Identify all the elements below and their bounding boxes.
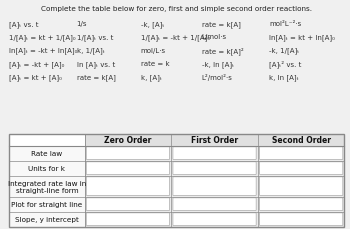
FancyBboxPatch shape bbox=[260, 177, 343, 196]
Bar bbox=[9, 197, 85, 212]
Text: Rate law: Rate law bbox=[31, 150, 62, 156]
Bar bbox=[258, 197, 344, 212]
Bar bbox=[85, 212, 171, 227]
Bar bbox=[171, 212, 258, 227]
Text: rate = k: rate = k bbox=[141, 61, 169, 67]
Bar bbox=[9, 134, 344, 227]
Bar bbox=[9, 134, 344, 227]
Bar bbox=[9, 176, 85, 197]
Text: mol²L⁻²·s: mol²L⁻²·s bbox=[269, 21, 301, 27]
Text: Zero Order: Zero Order bbox=[104, 136, 152, 144]
Text: L²/mol²·s: L²/mol²·s bbox=[202, 74, 232, 81]
Bar bbox=[171, 161, 258, 176]
FancyBboxPatch shape bbox=[260, 147, 343, 160]
FancyBboxPatch shape bbox=[260, 162, 343, 175]
FancyBboxPatch shape bbox=[86, 162, 169, 175]
Text: Complete the table below for zero, first and simple second order reactions.: Complete the table below for zero, first… bbox=[41, 6, 312, 12]
Text: ln[A]ₜ = -kt + ln[A]₀: ln[A]ₜ = -kt + ln[A]₀ bbox=[9, 47, 78, 54]
Bar bbox=[171, 146, 258, 161]
Text: -k, 1/[A]ₜ: -k, 1/[A]ₜ bbox=[269, 47, 300, 54]
Bar bbox=[85, 197, 171, 212]
Bar bbox=[258, 212, 344, 227]
Bar bbox=[85, 146, 171, 161]
Text: Second Order: Second Order bbox=[272, 136, 331, 144]
Bar bbox=[9, 146, 85, 161]
Bar bbox=[9, 161, 85, 176]
Bar bbox=[258, 176, 344, 197]
Text: L/mol·s: L/mol·s bbox=[202, 34, 227, 40]
Text: ln[A]ₜ = kt + ln[A]₀: ln[A]ₜ = kt + ln[A]₀ bbox=[269, 34, 335, 41]
Text: [A]ₜ² vs. t: [A]ₜ² vs. t bbox=[269, 60, 302, 68]
Text: rate = k[A]: rate = k[A] bbox=[202, 21, 240, 27]
Text: k, [A]ₜ: k, [A]ₜ bbox=[141, 74, 162, 81]
Text: 1/s: 1/s bbox=[77, 21, 87, 27]
FancyBboxPatch shape bbox=[173, 177, 256, 196]
FancyBboxPatch shape bbox=[260, 213, 343, 226]
Text: [A]ₜ = kt + [A]₀: [A]ₜ = kt + [A]₀ bbox=[9, 74, 62, 81]
Bar bbox=[85, 176, 171, 197]
Text: rate = k[A]²: rate = k[A]² bbox=[202, 47, 243, 55]
Bar bbox=[171, 197, 258, 212]
Bar bbox=[9, 212, 85, 227]
Text: mol/L·s: mol/L·s bbox=[141, 48, 166, 54]
Text: 1/[A]ₜ vs. t: 1/[A]ₜ vs. t bbox=[77, 34, 113, 41]
Text: [A]ₜ = -kt + [A]₀: [A]ₜ = -kt + [A]₀ bbox=[9, 60, 64, 67]
Text: Integrated rate law in
straight-line form: Integrated rate law in straight-line for… bbox=[8, 180, 86, 193]
Bar bbox=[258, 146, 344, 161]
Text: [A]ₜ vs. t: [A]ₜ vs. t bbox=[9, 21, 38, 27]
Text: 1/[A]ₜ = -kt + 1/[A]₀: 1/[A]ₜ = -kt + 1/[A]₀ bbox=[141, 34, 210, 41]
FancyBboxPatch shape bbox=[173, 147, 256, 160]
Text: ln [A]ₜ vs. t: ln [A]ₜ vs. t bbox=[77, 60, 115, 67]
FancyBboxPatch shape bbox=[86, 177, 169, 196]
FancyBboxPatch shape bbox=[86, 213, 169, 226]
FancyBboxPatch shape bbox=[260, 198, 343, 211]
Text: rate = k[A]: rate = k[A] bbox=[77, 74, 116, 81]
Text: Plot for straight line: Plot for straight line bbox=[11, 201, 83, 207]
FancyBboxPatch shape bbox=[86, 147, 169, 160]
Text: Slope, y intercept: Slope, y intercept bbox=[15, 216, 79, 222]
Bar bbox=[171, 176, 258, 197]
FancyBboxPatch shape bbox=[173, 213, 256, 226]
FancyBboxPatch shape bbox=[86, 198, 169, 211]
Text: First Order: First Order bbox=[191, 136, 238, 144]
Text: -k, ln [A]ₜ: -k, ln [A]ₜ bbox=[202, 60, 234, 67]
Text: k, ln [A]ₜ: k, ln [A]ₜ bbox=[269, 74, 299, 81]
Text: Units for k: Units for k bbox=[28, 165, 65, 172]
Text: k, 1/[A]ₜ: k, 1/[A]ₜ bbox=[77, 47, 104, 54]
FancyBboxPatch shape bbox=[173, 162, 256, 175]
Text: -k, [A]ₜ: -k, [A]ₜ bbox=[141, 21, 164, 27]
FancyBboxPatch shape bbox=[173, 198, 256, 211]
Bar bbox=[85, 134, 344, 146]
Bar bbox=[85, 161, 171, 176]
Bar bbox=[258, 161, 344, 176]
Text: 1/[A]ₜ = kt + 1/[A]₀: 1/[A]ₜ = kt + 1/[A]₀ bbox=[9, 34, 76, 41]
